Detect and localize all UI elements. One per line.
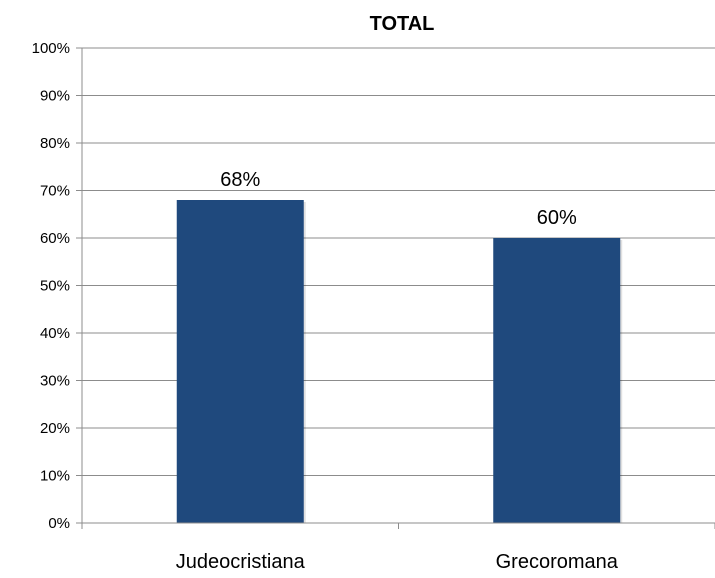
labels: 68% Judeocristiana 60% Grecoromana [176,169,619,573]
x-category-label: Grecoromana [496,551,619,573]
chart-title: TOTAL [370,13,435,35]
axes [81,48,715,529]
y-tick-label: 20% [40,420,70,437]
y-tick-label: 60% [40,230,70,247]
y-tick-label: 90% [40,88,70,105]
data-label: 68% [220,169,260,191]
data-label: 60% [537,207,577,229]
y-tick-label: 0% [48,515,70,532]
y-tick-label: 50% [40,278,70,295]
y-tick-label: 30% [40,373,70,390]
bar-grecoromana [493,238,621,523]
y-axis-ticks: 0% 10% 20% 30% 40% 50% 60% 70% 80% 90% 100% [32,40,82,532]
y-tick-label: 10% [40,468,70,485]
y-tick-label: 100% [32,40,70,57]
bar-judeocristiana [176,200,304,523]
y-tick-label: 80% [40,135,70,152]
y-tick-label: 70% [40,183,70,200]
x-category-label: Judeocristiana [176,551,306,573]
y-tick-label: 40% [40,325,70,342]
bars [176,200,623,523]
